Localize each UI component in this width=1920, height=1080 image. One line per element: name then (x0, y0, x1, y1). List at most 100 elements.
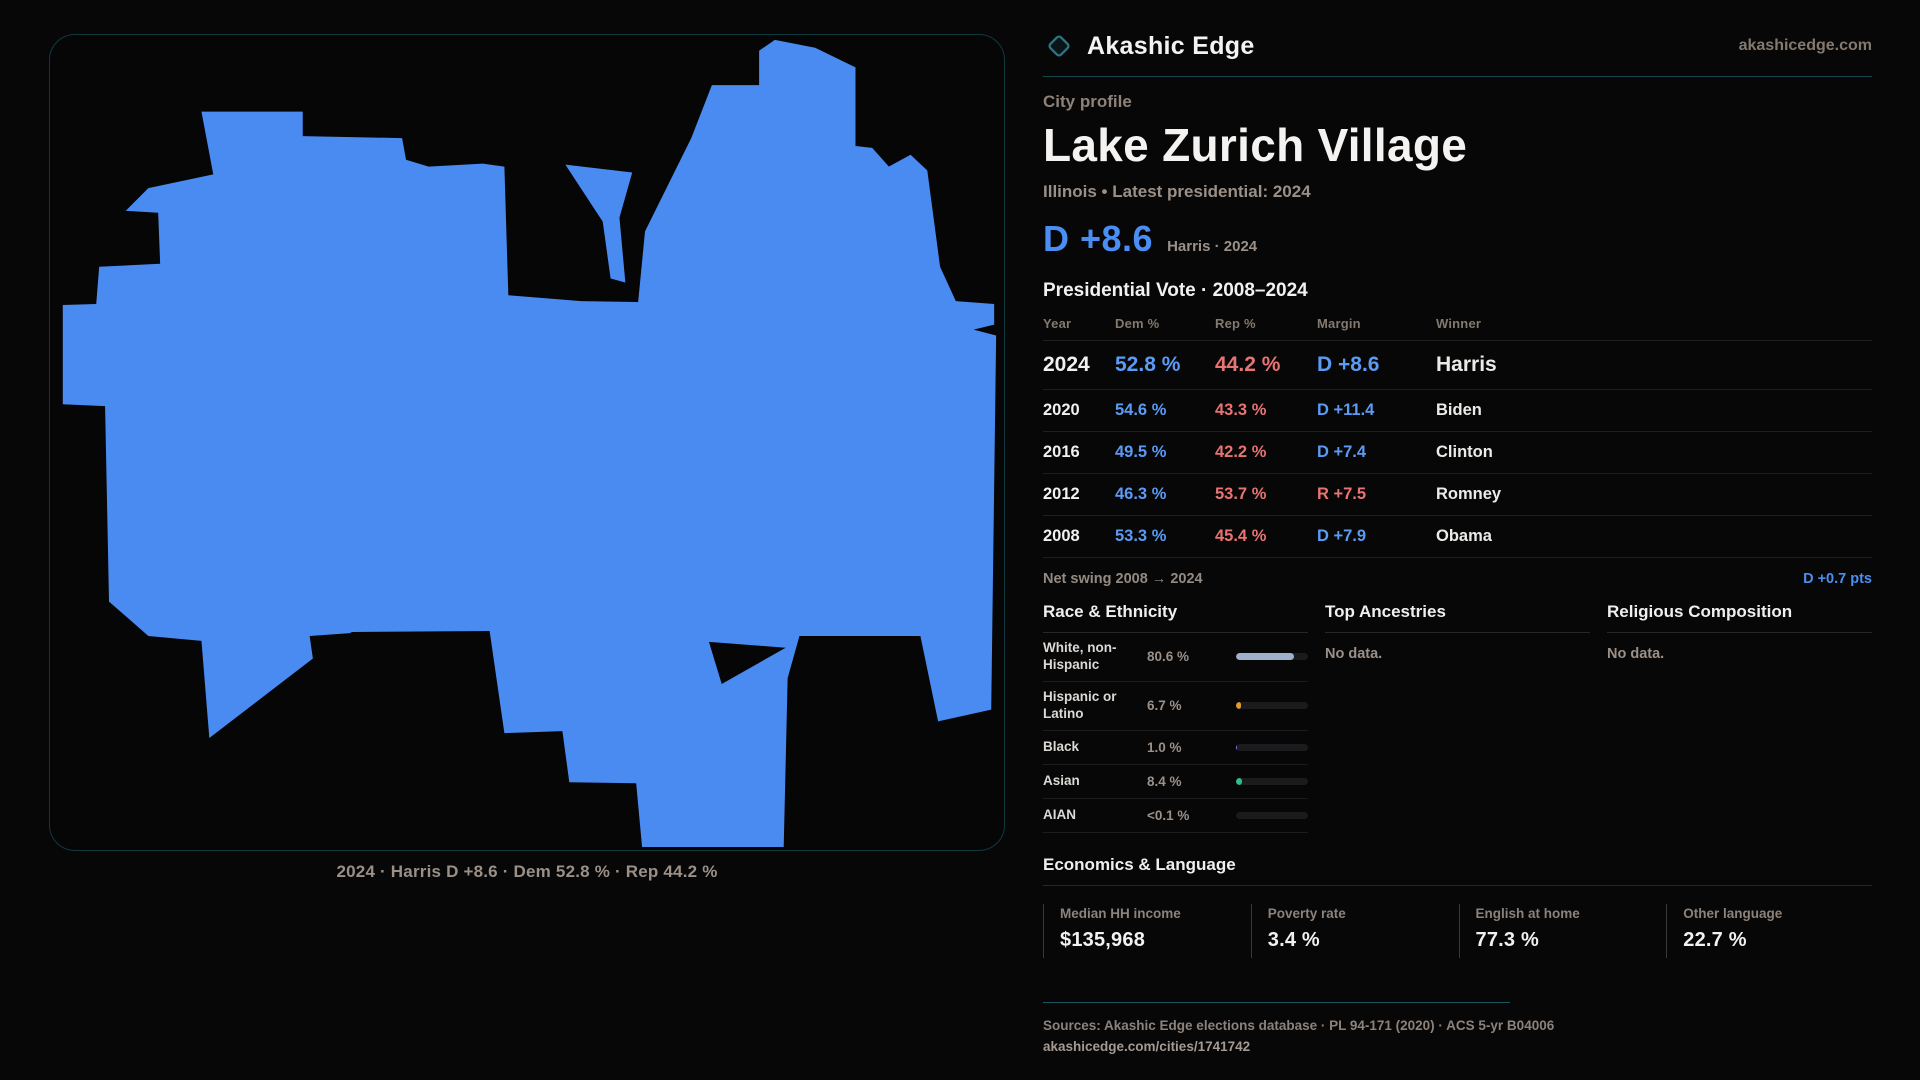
race-label: Black (1043, 738, 1080, 754)
race-value: 1.0 % (1147, 739, 1182, 755)
map-notch-south-east (708, 641, 786, 685)
list-item: AIAN <0.1 % (1043, 799, 1308, 833)
stat-card: Poverty rate 3.4 % (1250, 903, 1457, 958)
cell-dem: 54.6 % (1115, 401, 1167, 419)
race-bar (1236, 777, 1308, 785)
cell-winner: Romney (1436, 485, 1502, 503)
cell-winner: Obama (1436, 527, 1492, 545)
race-label: Hispanic or Latino (1043, 688, 1117, 721)
race-label: White, non-Hispanic (1043, 640, 1117, 672)
city-boundary-svg (62, 39, 997, 848)
col-year: Year (1043, 316, 1072, 331)
race-ethnicity-title: Race & Ethnicity (1043, 602, 1308, 633)
stat-label: Poverty rate (1267, 905, 1346, 921)
table-row: 2016 49.5 % 42.2 % D +7.4 Clinton (1043, 432, 1872, 474)
race-bar (1236, 702, 1308, 710)
cell-year: 2016 (1043, 443, 1080, 461)
col-winner: Winner (1436, 316, 1482, 331)
demographics-section: Race & Ethnicity White, non-Hispanic 80.… (1043, 602, 1872, 833)
brand-domain-link[interactable]: akashicedge.com (1738, 37, 1872, 54)
cell-winner: Clinton (1436, 443, 1493, 461)
stat-label: Other language (1683, 905, 1783, 921)
cell-year: 2024 (1043, 353, 1090, 376)
cell-rep: 44.2 % (1215, 353, 1281, 376)
table-row: 2020 54.6 % 43.3 % D +11.4 Biden (1043, 390, 1872, 432)
stat-value: 77.3 % (1475, 928, 1539, 951)
stat-value: 3.4 % (1267, 928, 1320, 951)
city-boundary-map (49, 34, 1005, 851)
net-swing-label: Net swing 2008 → 2024 (1043, 571, 1203, 587)
footer-sources: Sources: Akashic Edge elections database… (1043, 1017, 1555, 1033)
cell-margin: R +7.5 (1317, 485, 1367, 503)
map-caption: 2024 · Harris D +8.6 · Dem 52.8 % · Rep … (336, 862, 718, 881)
city-boundary-fragment (565, 164, 633, 283)
list-item: White, non-Hispanic 80.6 % (1043, 633, 1308, 682)
list-item: Asian 8.4 % (1043, 765, 1308, 799)
stat-card: Other language 22.7 % (1666, 903, 1872, 958)
footer-divider (1043, 1001, 1510, 1003)
cell-year: 2008 (1043, 527, 1080, 545)
cell-winner: Harris (1436, 353, 1497, 376)
cell-margin: D +7.4 (1317, 443, 1367, 461)
vote-table-header: Year Dem % Rep % Margin Winner (1043, 316, 1872, 341)
city-boundary-shape (62, 39, 997, 848)
col-margin: Margin (1317, 316, 1361, 331)
race-ethnicity-column: Race & Ethnicity White, non-Hispanic 80.… (1043, 602, 1308, 833)
cell-margin: D +8.6 (1317, 353, 1380, 376)
header-divider (1043, 76, 1872, 77)
race-value: 8.4 % (1147, 773, 1182, 789)
race-value: <0.1 % (1147, 807, 1190, 823)
top-ancestries-column: Top Ancestries No data. (1325, 602, 1590, 833)
cell-dem: 49.5 % (1115, 443, 1167, 461)
race-bar (1236, 811, 1308, 819)
cell-rep: 53.7 % (1215, 485, 1267, 503)
race-label: Asian (1043, 772, 1080, 788)
footer-permalink[interactable]: akashicedge.com/cities/1741742 (1043, 1038, 1251, 1054)
headline-margin-row: D +8.6 Harris · 2024 (1043, 218, 1872, 260)
footer: Sources: Akashic Edge elections database… (1043, 1001, 1872, 1054)
stat-card: English at home 77.3 % (1458, 903, 1665, 958)
col-rep: Rep % (1215, 316, 1256, 331)
cell-rep: 43.3 % (1215, 401, 1267, 419)
race-bar (1236, 653, 1308, 661)
page-subtitle: Illinois • Latest presidential: 2024 (1043, 182, 1311, 201)
table-row: 2024 52.8 % 44.2 % D +8.6 Harris (1043, 341, 1872, 390)
table-row: 2012 46.3 % 53.7 % R +7.5 Romney (1043, 474, 1872, 516)
stat-value: 22.7 % (1683, 928, 1747, 951)
race-value: 80.6 % (1147, 649, 1190, 665)
religious-composition-column: Religious Composition No data. (1607, 602, 1872, 833)
list-item: Hispanic or Latino 6.7 % (1043, 682, 1308, 731)
cell-margin: D +7.9 (1317, 527, 1367, 545)
headline-margin: D +8.6 (1043, 218, 1154, 259)
top-ancestries-title: Top Ancestries (1325, 602, 1590, 633)
no-data-text: No data. (1325, 646, 1383, 662)
cell-dem: 53.3 % (1115, 527, 1167, 545)
map-notch-south-west (309, 632, 352, 691)
page-title: Lake Zurich Village (1043, 119, 1468, 171)
cell-winner: Biden (1436, 401, 1482, 419)
vote-table: Year Dem % Rep % Margin Winner 2024 52.8… (1043, 316, 1872, 558)
cell-dem: 46.3 % (1115, 485, 1167, 503)
col-dem: Dem % (1115, 316, 1160, 331)
cell-year: 2020 (1043, 401, 1080, 419)
cell-rep: 45.4 % (1215, 527, 1267, 545)
header: Akashic Edge akashicedge.com (1043, 0, 1872, 62)
cell-year: 2012 (1043, 485, 1080, 503)
vote-table-title: Presidential Vote · 2008–2024 (1043, 280, 1308, 301)
race-label: AIAN (1043, 806, 1076, 822)
stat-label: English at home (1475, 905, 1580, 921)
race-bar (1236, 743, 1308, 751)
religious-composition-title: Religious Composition (1607, 602, 1872, 633)
net-swing-value: D +0.7 pts (1803, 571, 1872, 587)
list-item: Black 1.0 % (1043, 731, 1308, 765)
page-kicker: City profile (1043, 92, 1132, 111)
stat-card: Median HH income $135,968 (1043, 903, 1249, 958)
city-profile-panel: Akashic Edge akashicedge.com City profil… (1043, 0, 1872, 1054)
net-swing-row: Net swing 2008 → 2024 D +0.7 pts (1043, 571, 1872, 587)
cell-dem: 52.8 % (1115, 353, 1181, 376)
headline-margin-note: Harris · 2024 (1167, 238, 1258, 255)
stat-value: $135,968 (1060, 928, 1146, 951)
cell-margin: D +11.4 (1317, 401, 1375, 419)
cell-rep: 42.2 % (1215, 443, 1267, 461)
race-value: 6.7 % (1147, 698, 1182, 714)
